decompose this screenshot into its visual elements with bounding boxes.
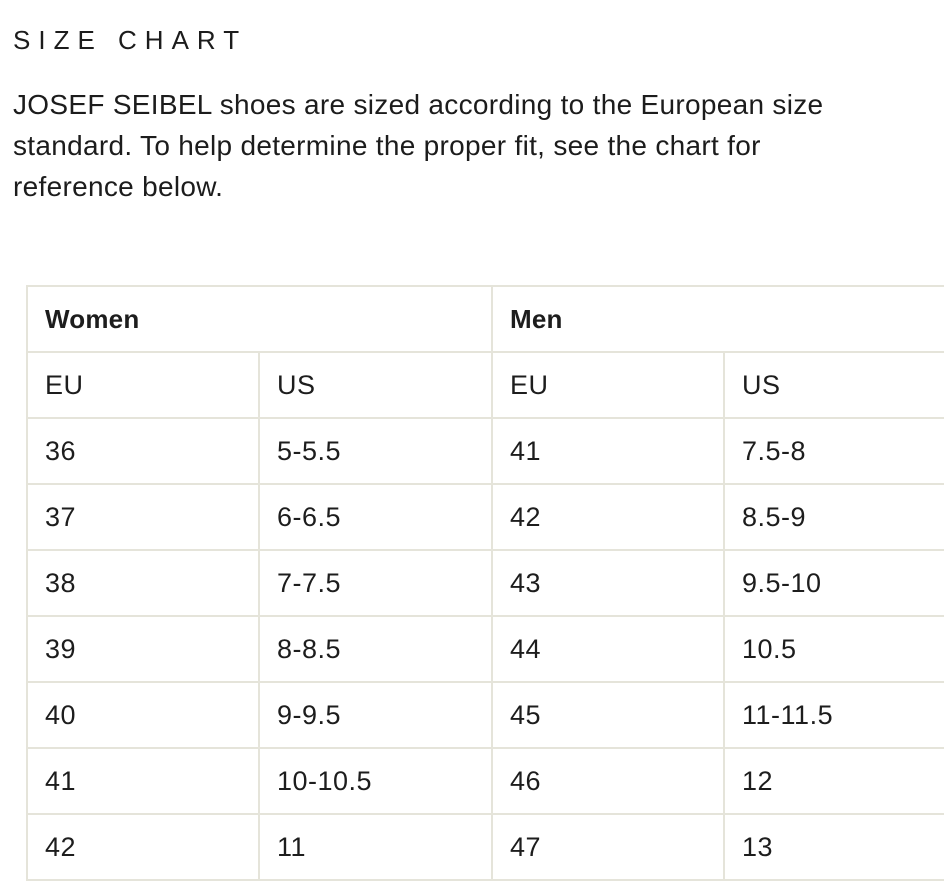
men-us-cell: 10.5: [723, 615, 944, 683]
size-chart-table: Women Men EU US EU US 36 5-5.5 41 7.5-8 …: [25, 285, 944, 881]
size-row: 40 9-9.5 45 11-11.5: [26, 681, 944, 749]
size-row: 38 7-7.5 43 9.5-10: [26, 549, 944, 617]
men-us-header: US: [723, 351, 944, 419]
women-eu-cell: 36: [26, 417, 260, 485]
men-us-cell: 7.5-8: [723, 417, 944, 485]
size-row: 41 10-10.5 46 12: [26, 747, 944, 815]
men-us-cell: 9.5-10: [723, 549, 944, 617]
women-eu-cell: 40: [26, 681, 260, 749]
intro-paragraph: JOSEF SEIBEL shoes are sized according t…: [13, 84, 943, 207]
intro-line: standard. To help determine the proper f…: [13, 130, 761, 161]
intro-line: JOSEF SEIBEL shoes are sized according t…: [13, 89, 824, 120]
men-eu-cell: 42: [491, 483, 726, 551]
size-row: 39 8-8.5 44 10.5: [26, 615, 944, 683]
men-eu-cell: 46: [491, 747, 726, 815]
intro-line: reference below.: [13, 171, 224, 202]
group-header-row: Women Men: [25, 285, 944, 353]
size-row: 36 5-5.5 41 7.5-8: [26, 417, 944, 485]
women-us-cell: 9-9.5: [257, 681, 494, 749]
size-row: 37 6-6.5 42 8.5-9: [26, 483, 944, 551]
women-eu-cell: 42: [26, 813, 260, 881]
men-us-cell: 11-11.5: [723, 681, 944, 749]
men-us-cell: 12: [723, 747, 944, 815]
men-eu-cell: 47: [491, 813, 726, 881]
women-us-cell: 11: [257, 813, 494, 881]
size-row: 42 11 47 13: [26, 813, 944, 881]
women-us-cell: 5-5.5: [257, 417, 494, 485]
men-group-header: Men: [491, 285, 944, 353]
women-us-cell: 7-7.5: [257, 549, 494, 617]
column-header-row: EU US EU US: [26, 351, 944, 419]
page-title: SIZE CHART: [13, 25, 248, 55]
women-us-cell: 6-6.5: [257, 483, 494, 551]
women-eu-cell: 41: [26, 747, 260, 815]
women-eu-cell: 38: [26, 549, 260, 617]
men-us-cell: 13: [723, 813, 944, 881]
women-eu-cell: 39: [26, 615, 260, 683]
women-us-cell: 8-8.5: [257, 615, 494, 683]
men-eu-header: EU: [491, 351, 726, 419]
men-eu-cell: 44: [491, 615, 726, 683]
women-group-header: Women: [25, 285, 494, 353]
men-us-cell: 8.5-9: [723, 483, 944, 551]
men-eu-cell: 45: [491, 681, 726, 749]
women-eu-header: EU: [26, 351, 260, 419]
men-eu-cell: 41: [491, 417, 726, 485]
women-eu-cell: 37: [26, 483, 260, 551]
men-eu-cell: 43: [491, 549, 726, 617]
women-us-header: US: [257, 351, 494, 419]
women-us-cell: 10-10.5: [257, 747, 494, 815]
